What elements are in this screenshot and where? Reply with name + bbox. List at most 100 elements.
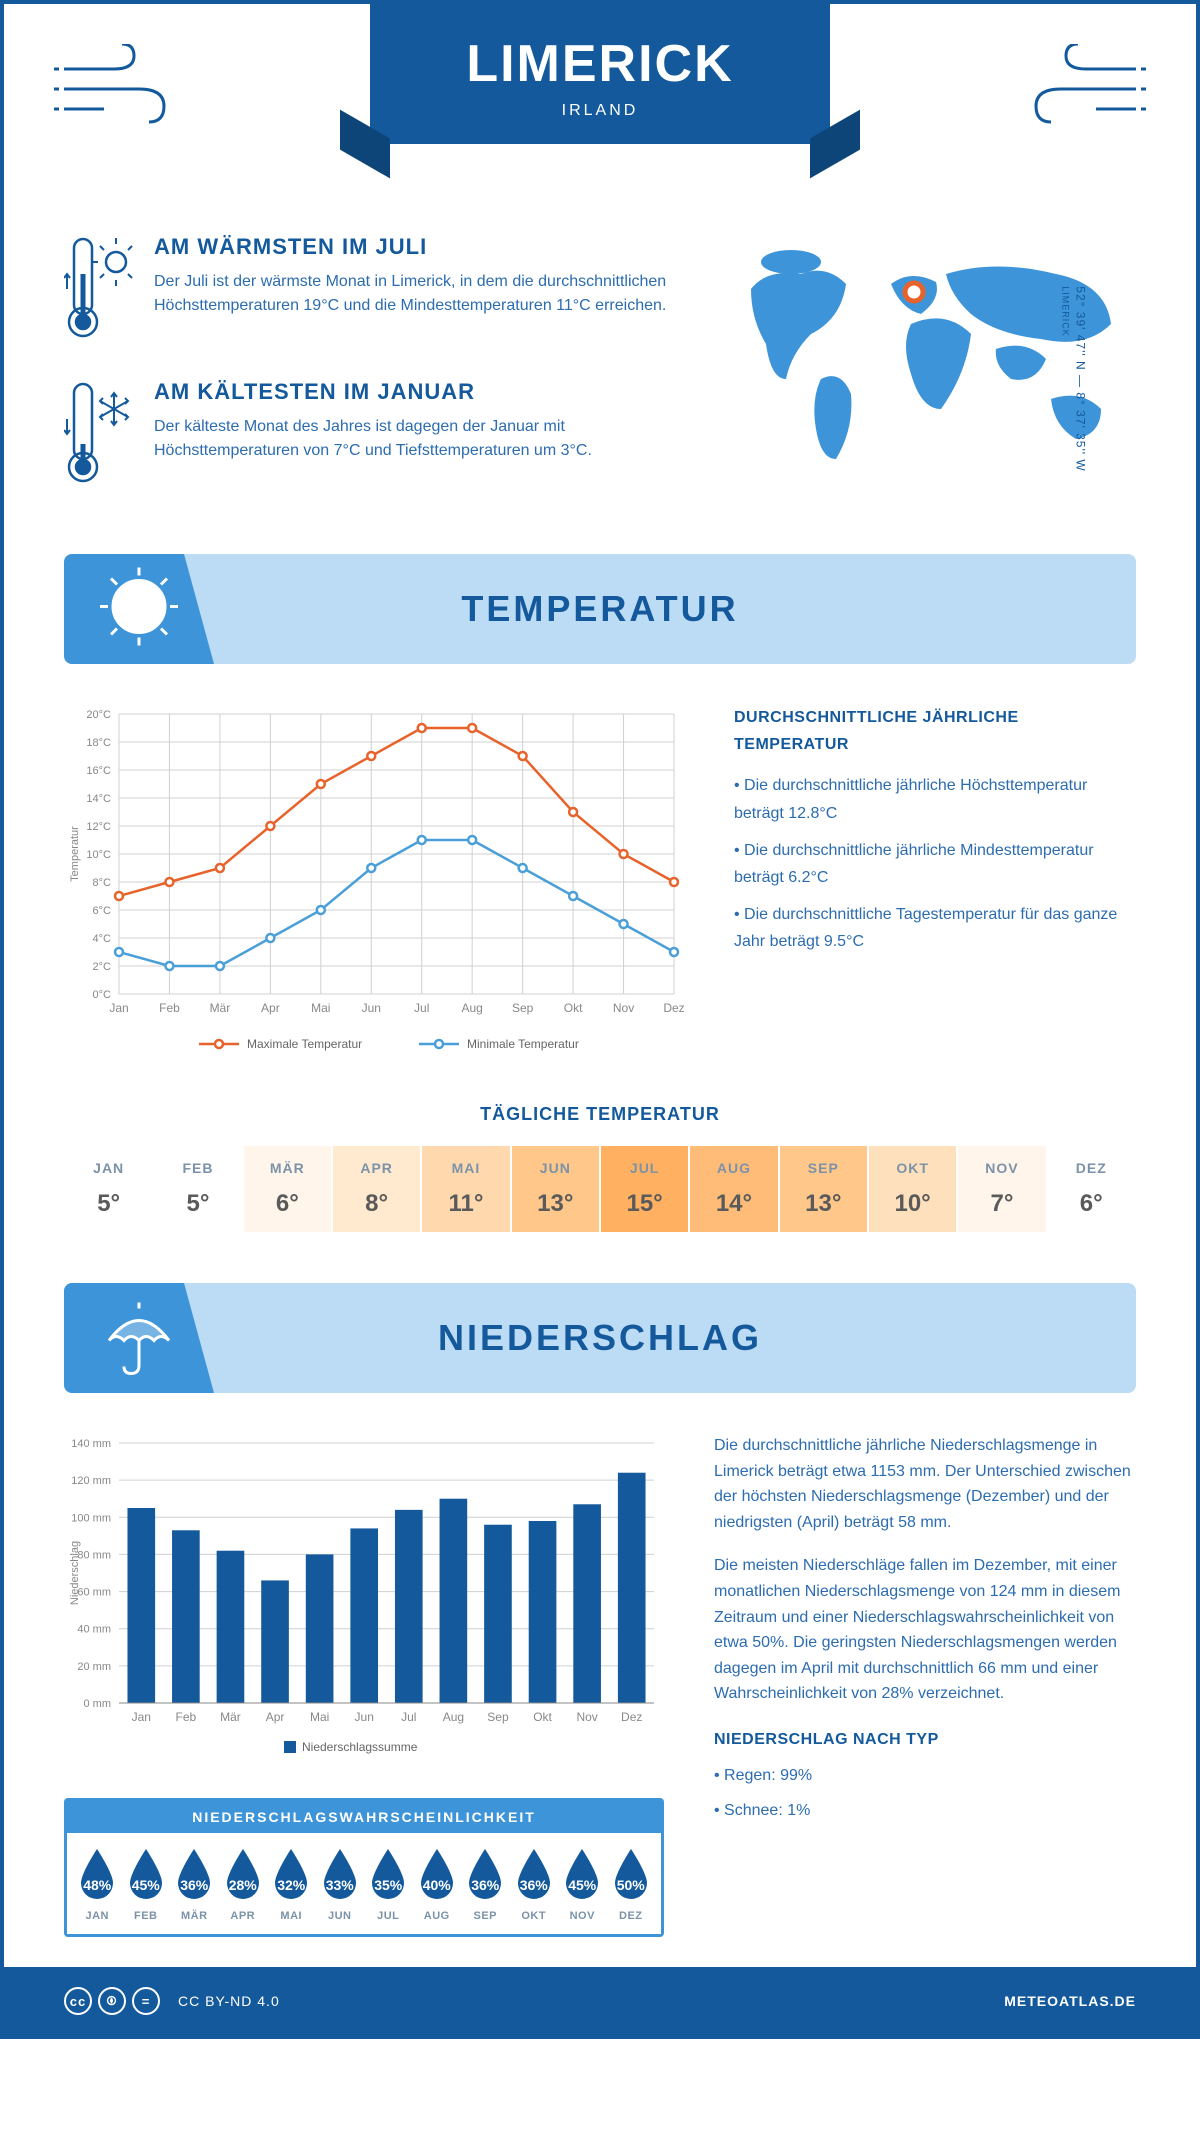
world-map: 52° 39' 47'' N — 8° 37' 35'' W LIMERICK	[716, 234, 1136, 524]
precip-type-0: • Regen: 99%	[714, 1763, 1136, 1789]
nd-icon: =	[132, 1987, 160, 2015]
svg-text:Mai: Mai	[311, 1001, 330, 1015]
city-name: LIMERICK	[370, 34, 830, 94]
svg-text:Aug: Aug	[462, 1001, 483, 1015]
temp-bullet-0: • Die durchschnittliche jährliche Höchst…	[734, 772, 1136, 826]
svg-text:0°C: 0°C	[93, 989, 112, 1001]
wind-icon-left	[54, 44, 174, 139]
svg-text:Sep: Sep	[512, 1001, 534, 1015]
svg-text:16°C: 16°C	[86, 765, 111, 777]
daily-cell: JUL 15°	[600, 1145, 689, 1233]
svg-text:18°C: 18°C	[86, 737, 111, 749]
precipitation-section-bar: NIEDERSCHLAG	[64, 1283, 1136, 1393]
svg-text:Minimale Temperatur: Minimale Temperatur	[467, 1037, 579, 1051]
daily-cell: JAN 5°	[64, 1145, 153, 1233]
site-name: METEOATLAS.DE	[1004, 1993, 1136, 2009]
precip-para-2: Die meisten Niederschläge fallen im Deze…	[714, 1553, 1136, 1707]
svg-text:100 mm: 100 mm	[71, 1512, 111, 1524]
svg-text:4°C: 4°C	[93, 933, 112, 945]
svg-text:Nov: Nov	[576, 1710, 597, 1724]
coldest-heading: AM KÄLTESTEN IM JANUAR	[154, 379, 676, 405]
thermometer-sun-icon	[64, 234, 134, 349]
daily-cell: OKT 10°	[868, 1145, 957, 1233]
daily-heading: TÄGLICHE TEMPERATUR	[64, 1104, 1136, 1125]
svg-text:Aug: Aug	[443, 1710, 464, 1724]
daily-cell: NOV 7°	[957, 1145, 1046, 1233]
country-name: IRLAND	[370, 102, 830, 120]
footer: cc 🅯 = CC BY-ND 4.0 METEOATLAS.DE	[4, 1967, 1196, 2035]
svg-text:Feb: Feb	[176, 1710, 197, 1724]
svg-text:Dez: Dez	[621, 1710, 642, 1724]
svg-text:Mai: Mai	[310, 1710, 329, 1724]
probability-drop: 36% MÄR	[170, 1845, 219, 1922]
svg-text:2°C: 2°C	[93, 961, 112, 973]
svg-text:Niederschlag: Niederschlag	[69, 1541, 81, 1605]
probability-drop: 32% MAI	[267, 1845, 316, 1922]
cc-icon: cc	[64, 1987, 92, 2015]
svg-text:140 mm: 140 mm	[71, 1438, 111, 1450]
wind-icon-right	[1026, 44, 1146, 139]
coldest-body: Der kälteste Monat des Jahres ist dagege…	[154, 415, 676, 463]
precip-subhead: NIEDERSCHLAG NACH TYP	[714, 1727, 1136, 1753]
header: LIMERICK IRLAND	[4, 4, 1196, 204]
svg-text:60 mm: 60 mm	[77, 1587, 111, 1599]
svg-text:Mär: Mär	[210, 1001, 231, 1015]
svg-text:Jul: Jul	[401, 1710, 416, 1724]
svg-text:120 mm: 120 mm	[71, 1475, 111, 1487]
daily-cell: APR 8°	[332, 1145, 421, 1233]
warmest-block: AM WÄRMSTEN IM JULI Der Juli ist der wär…	[64, 234, 676, 349]
title-ribbon: LIMERICK IRLAND	[370, 4, 830, 144]
svg-text:8°C: 8°C	[93, 877, 112, 889]
probability-drop: 28% APR	[219, 1845, 268, 1922]
daily-cell: FEB 5°	[153, 1145, 242, 1233]
svg-text:Feb: Feb	[159, 1001, 180, 1015]
svg-text:Apr: Apr	[261, 1001, 280, 1015]
svg-text:10°C: 10°C	[86, 849, 111, 861]
svg-text:12°C: 12°C	[86, 821, 111, 833]
umbrella-icon	[94, 1291, 184, 1386]
daily-cell: SEP 13°	[779, 1145, 868, 1233]
svg-text:Jul: Jul	[414, 1001, 429, 1015]
coldest-block: AM KÄLTESTEN IM JANUAR Der kälteste Mona…	[64, 379, 676, 494]
probability-drop: 36% SEP	[461, 1845, 510, 1922]
temp-bullet-1: • Die durchschnittliche jährliche Mindes…	[734, 837, 1136, 891]
svg-text:Jun: Jun	[355, 1710, 374, 1724]
probability-drop: 35% JUL	[364, 1845, 413, 1922]
precip-type-1: • Schnee: 1%	[714, 1798, 1136, 1824]
thermometer-snow-icon	[64, 379, 134, 494]
svg-text:80 mm: 80 mm	[77, 1549, 111, 1561]
svg-text:Niederschlagssumme: Niederschlagssumme	[302, 1740, 418, 1754]
coordinates: 52° 39' 47'' N — 8° 37' 35'' W LIMERICK	[1059, 286, 1087, 471]
svg-text:20°C: 20°C	[86, 709, 111, 721]
probability-drop: 45% NOV	[558, 1845, 607, 1922]
temperature-line-chart: 0°C2°C4°C6°C8°C10°C12°C14°C16°C18°C20°CJ…	[64, 704, 684, 1064]
svg-text:Okt: Okt	[533, 1710, 552, 1724]
svg-text:Mär: Mär	[220, 1710, 241, 1724]
svg-text:Jan: Jan	[132, 1710, 151, 1724]
temp-text-heading: DURCHSCHNITTLICHE JÄHRLICHE TEMPERATUR	[734, 704, 1136, 758]
svg-text:Okt: Okt	[564, 1001, 583, 1015]
probability-drop: 40% AUG	[413, 1845, 462, 1922]
warmest-heading: AM WÄRMSTEN IM JULI	[154, 234, 676, 260]
svg-text:Jan: Jan	[109, 1001, 128, 1015]
svg-text:20 mm: 20 mm	[77, 1661, 111, 1673]
svg-text:Maximale Temperatur: Maximale Temperatur	[247, 1037, 362, 1051]
license-block: cc 🅯 = CC BY-ND 4.0	[64, 1987, 280, 2015]
svg-text:Nov: Nov	[613, 1001, 634, 1015]
warmest-body: Der Juli ist der wärmste Monat in Limeri…	[154, 270, 676, 318]
probability-drop: 48% JAN	[73, 1845, 122, 1922]
svg-text:Jun: Jun	[362, 1001, 381, 1015]
daily-cell: JUN 13°	[511, 1145, 600, 1233]
daily-cell: AUG 14°	[689, 1145, 778, 1233]
by-icon: 🅯	[98, 1987, 126, 2015]
sun-icon	[94, 562, 184, 657]
svg-text:6°C: 6°C	[93, 905, 112, 917]
svg-text:Dez: Dez	[663, 1001, 684, 1015]
daily-cell: MÄR 6°	[243, 1145, 332, 1233]
probability-box: NIEDERSCHLAGSWAHRSCHEINLICHKEIT 48% JAN …	[64, 1798, 664, 1937]
svg-text:Apr: Apr	[266, 1710, 285, 1724]
probability-drop: 45% FEB	[122, 1845, 171, 1922]
svg-text:Sep: Sep	[487, 1710, 509, 1724]
daily-cell: DEZ 6°	[1047, 1145, 1136, 1233]
daily-cell: MAI 11°	[421, 1145, 510, 1233]
